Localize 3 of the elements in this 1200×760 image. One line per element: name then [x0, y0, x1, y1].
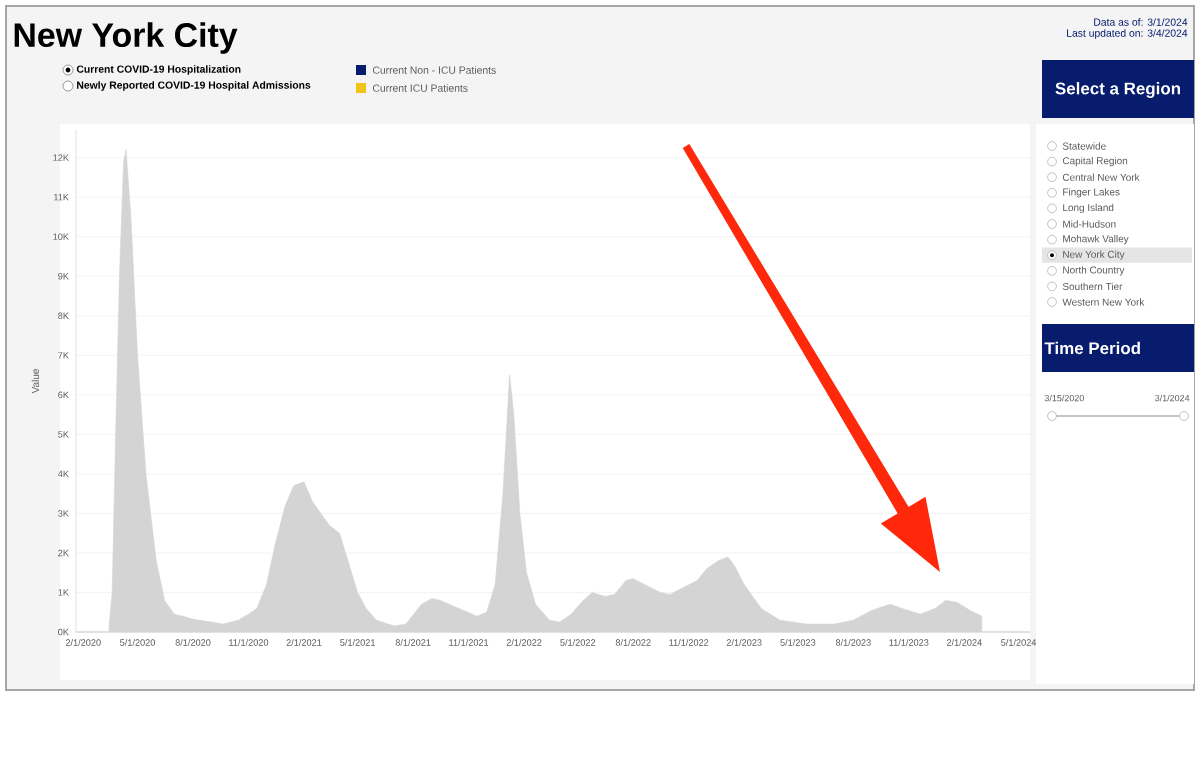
text: Select a Region: [1055, 82, 1180, 98]
text: Time Period: [1044, 341, 1140, 355]
chart-title: New York City: [14, 22, 238, 54]
